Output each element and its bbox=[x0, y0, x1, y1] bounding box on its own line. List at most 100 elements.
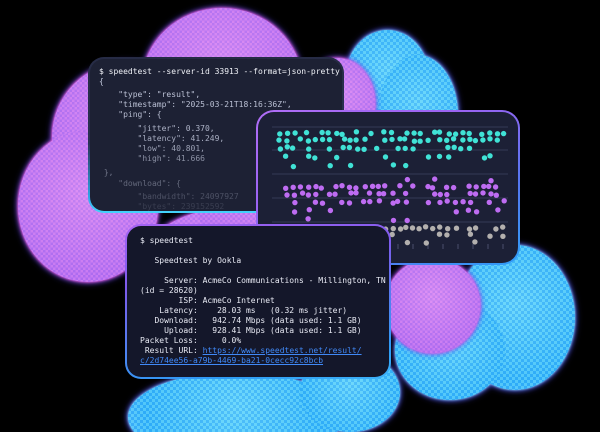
data-dot bbox=[486, 183, 492, 190]
data-dot bbox=[305, 216, 311, 222]
data-dot bbox=[312, 199, 319, 205]
data-dot bbox=[366, 190, 373, 196]
data-dot bbox=[425, 154, 432, 160]
data-dot bbox=[473, 184, 479, 190]
data-dot bbox=[284, 130, 291, 136]
data-dot bbox=[404, 217, 410, 224]
data-dot bbox=[340, 144, 346, 151]
data-dot bbox=[353, 137, 359, 143]
data-dot bbox=[361, 146, 367, 152]
data-dot bbox=[284, 192, 290, 198]
data-dot bbox=[390, 162, 397, 168]
data-dot bbox=[445, 226, 451, 232]
data-dot bbox=[395, 145, 401, 152]
data-dot bbox=[327, 163, 333, 169]
data-dot bbox=[362, 136, 368, 142]
command-line: $ speedtest bbox=[140, 236, 193, 245]
data-dot bbox=[453, 225, 460, 231]
data-dot bbox=[473, 209, 480, 215]
data-dot bbox=[410, 183, 416, 189]
data-dot bbox=[376, 198, 383, 204]
data-dot bbox=[380, 191, 387, 197]
data-dot bbox=[437, 224, 443, 230]
data-dot bbox=[445, 144, 451, 151]
data-dot bbox=[284, 144, 290, 150]
data-dot bbox=[444, 137, 450, 143]
data-dot bbox=[466, 130, 472, 137]
data-dot bbox=[346, 184, 353, 190]
data-dot bbox=[397, 136, 403, 142]
data-dot bbox=[446, 131, 452, 137]
data-dot bbox=[411, 130, 417, 136]
data-dot bbox=[417, 130, 423, 137]
data-dot bbox=[416, 226, 422, 232]
data-dot bbox=[452, 199, 459, 206]
data-dot bbox=[290, 184, 296, 190]
terminal-line: Upload: 928.41 Mbps (data used: 1.1 GB) bbox=[140, 326, 362, 335]
data-dot bbox=[368, 130, 374, 137]
data-dot bbox=[425, 137, 431, 143]
data-dot bbox=[436, 153, 443, 160]
data-dot bbox=[291, 209, 298, 215]
data-dot bbox=[450, 136, 457, 142]
data-dot bbox=[452, 131, 459, 137]
data-dot bbox=[417, 138, 423, 144]
data-dot bbox=[326, 146, 333, 152]
data-dot bbox=[480, 137, 486, 143]
data-dot bbox=[305, 138, 312, 144]
data-dot bbox=[319, 129, 325, 136]
data-dot bbox=[493, 192, 499, 198]
data-dot bbox=[277, 146, 284, 152]
data-dot bbox=[326, 136, 333, 143]
data-dot bbox=[501, 198, 507, 204]
data-dot bbox=[306, 207, 312, 213]
data-dot bbox=[326, 191, 333, 197]
data-dot bbox=[305, 192, 312, 198]
data-dot bbox=[429, 185, 436, 191]
result-url-link[interactable]: https://www.speedtest.net/result/ bbox=[202, 346, 362, 355]
data-dot bbox=[313, 191, 319, 198]
data-dot bbox=[487, 153, 493, 159]
data-dot bbox=[369, 183, 376, 189]
data-dot bbox=[297, 184, 304, 190]
data-dot bbox=[458, 146, 464, 152]
data-dot bbox=[276, 137, 282, 143]
data-dot bbox=[389, 136, 395, 143]
data-dot bbox=[444, 232, 450, 238]
data-dot bbox=[436, 231, 443, 237]
data-dot bbox=[367, 198, 373, 205]
data-dot bbox=[472, 137, 479, 144]
data-dot bbox=[397, 226, 404, 232]
data-dot bbox=[402, 145, 408, 152]
data-dot bbox=[472, 191, 479, 197]
terminal-line: { bbox=[99, 77, 104, 86]
data-dot bbox=[313, 183, 319, 190]
data-dot bbox=[283, 185, 289, 191]
data-dot bbox=[397, 183, 403, 189]
data-dot bbox=[423, 240, 429, 246]
data-dot bbox=[346, 200, 353, 206]
data-dot bbox=[466, 226, 473, 232]
speedtest-terminal-window: $ speedtest Speedtest by Ookla Server: A… bbox=[125, 224, 391, 379]
data-dot bbox=[467, 199, 474, 206]
command-line: $ speedtest --server-id 33913 --format=j… bbox=[99, 67, 340, 76]
data-dot bbox=[444, 198, 450, 204]
data-dot bbox=[347, 137, 353, 143]
data-dot bbox=[404, 176, 411, 183]
data-dot bbox=[450, 184, 457, 191]
data-dot bbox=[411, 138, 418, 144]
terminal-line: Latency: 28.03 ms (0.32 ms jitter) bbox=[140, 306, 348, 315]
data-dot bbox=[306, 146, 312, 152]
data-dot bbox=[460, 130, 466, 136]
data-dot bbox=[466, 183, 472, 189]
terminal-line: Result URL: https://www.speedtest.net/re… bbox=[140, 346, 362, 355]
data-dot bbox=[325, 130, 331, 136]
data-dot bbox=[437, 199, 443, 206]
result-url-link[interactable]: c/2d74ee56-a79b-4469-ba21-0cecc92c8bcb bbox=[140, 356, 324, 365]
data-dot bbox=[389, 231, 395, 238]
terminal-line: (id = 28620) bbox=[140, 286, 198, 295]
data-dot bbox=[460, 137, 466, 143]
terminal-line: Packet Loss: 0.0% bbox=[140, 336, 242, 345]
data-dot bbox=[451, 144, 457, 150]
data-dot bbox=[289, 145, 296, 151]
